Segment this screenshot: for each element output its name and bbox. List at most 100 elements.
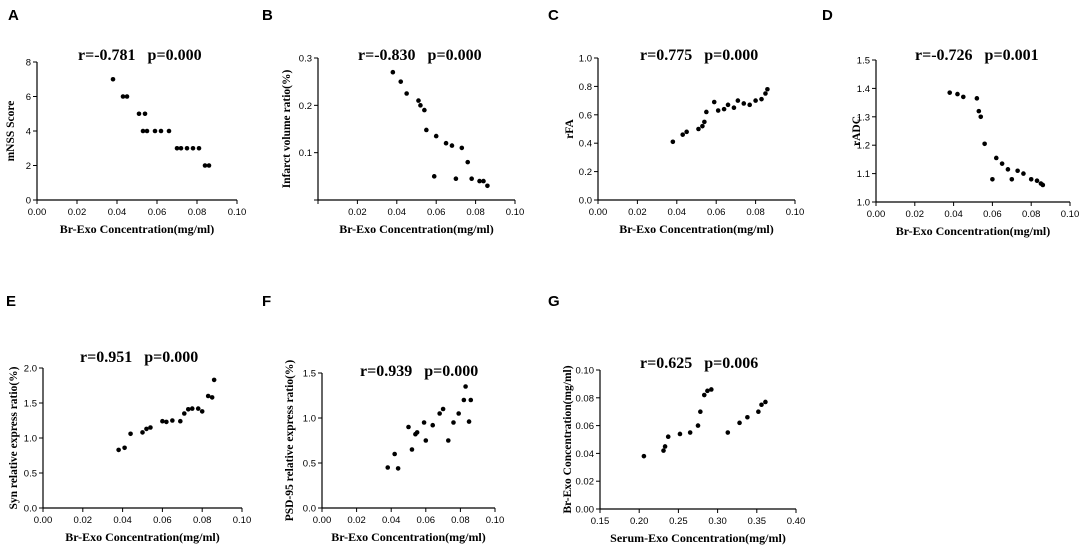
data-point — [725, 102, 731, 108]
data-point — [661, 448, 666, 453]
data-point — [961, 94, 966, 100]
chart-panel-d: D 0.00 0.02 0.04 0.06 0.08 0.10 1.0 1.1 1.2 1.3 1.4… — [822, 7, 1079, 238]
data-point — [725, 430, 731, 435]
y-axis-label: rADC — [851, 116, 863, 146]
y-tick-label: 0.0 — [579, 196, 592, 207]
x-tick-label: 0.10 — [486, 515, 505, 526]
data-point — [430, 422, 436, 428]
data-point — [463, 384, 468, 389]
data-point — [196, 145, 202, 151]
panel-label: A — [8, 7, 19, 24]
data-point — [418, 103, 423, 108]
y-tick-label: 0.06 — [576, 421, 595, 432]
y-axis-label: Infarct volume ratio(%) — [281, 70, 293, 189]
data-point — [431, 174, 437, 179]
data-point — [756, 409, 761, 415]
stat-annotation: r=-0.830 p=0.000 — [358, 47, 482, 64]
data-point — [128, 431, 133, 437]
data-point — [704, 109, 709, 115]
x-tick-label: 0.02 — [347, 515, 366, 526]
x-tick-label: 0.08 — [466, 207, 485, 218]
data-point — [731, 105, 737, 110]
data-point — [423, 438, 429, 443]
x-tick-label: 0.10 — [506, 207, 525, 218]
y-tick-label: 8 — [26, 58, 31, 69]
data-point — [158, 128, 164, 134]
data-point — [209, 395, 215, 400]
data-point — [404, 91, 409, 96]
data-point — [142, 111, 148, 117]
data-point — [461, 397, 467, 403]
x-tick-label: 0.10 — [1061, 209, 1080, 220]
stat-annotation: r=0.625 p=0.006 — [640, 355, 758, 372]
data-point — [745, 414, 750, 420]
y-tick-label: 1.5 — [24, 399, 37, 410]
y-axis-label: PSD-95 relative express ratio(%) — [284, 360, 296, 522]
y-tick-label: 0.0 — [24, 504, 37, 515]
x-tick-label: 0.02 — [348, 207, 367, 218]
data-point — [466, 419, 472, 424]
data-point — [753, 98, 758, 103]
y-tick-label: 0.8 — [579, 82, 592, 93]
y-tick-label: 0.10 — [576, 366, 595, 377]
data-point — [978, 114, 984, 120]
x-tick-label: 0.10 — [233, 515, 252, 526]
x-tick-label: 0.06 — [707, 207, 726, 218]
data-point — [144, 128, 150, 134]
data-point — [178, 418, 183, 424]
data-point — [747, 102, 752, 108]
data-point — [990, 176, 995, 182]
data-point — [1015, 168, 1020, 174]
data-point — [465, 159, 471, 165]
data-point — [1040, 182, 1046, 188]
y-tick-label: 1.4 — [857, 84, 870, 95]
data-point — [759, 402, 764, 408]
y-tick-label: 0.3 — [299, 54, 312, 65]
stat-annotation: r=-0.781 p=0.000 — [78, 47, 202, 64]
x-tick-label: 0.02 — [68, 207, 87, 218]
y-tick-label: 1.0 — [303, 414, 316, 425]
chart-panel-c: C 0.00 0.02 0.04 0.06 0.08 0.10 0.0 0.2 0.4 0.6 0.8… — [548, 7, 804, 236]
data-point — [976, 108, 982, 114]
y-tick-label: 1.0 — [857, 198, 870, 209]
data-point — [999, 161, 1005, 166]
y-axis-label: Syn relative express ratio(%) — [8, 366, 20, 509]
data-point — [440, 406, 446, 412]
x-tick-label: 0.02 — [74, 515, 93, 526]
data-point — [459, 145, 465, 151]
data-point — [735, 98, 741, 103]
y-tick-label: 0.4 — [579, 139, 592, 150]
data-point — [140, 430, 145, 435]
x-tick-label: 0.08 — [451, 515, 470, 526]
data-point — [1009, 176, 1015, 182]
x-tick-label: 0.08 — [1022, 209, 1041, 220]
stat-annotation: r=0.951 p=0.000 — [80, 349, 198, 366]
data-point — [641, 453, 647, 459]
y-tick-label: 0.1 — [299, 148, 312, 159]
x-tick-label: 0.04 — [382, 515, 401, 526]
data-point — [164, 419, 169, 425]
data-point — [982, 141, 987, 147]
data-point — [390, 69, 396, 75]
data-point — [205, 393, 211, 399]
data-point — [136, 111, 142, 117]
data-point — [174, 145, 180, 151]
data-point — [398, 79, 404, 84]
data-point — [140, 128, 146, 134]
data-point — [765, 86, 770, 92]
y-tick-label: 0.04 — [576, 449, 595, 460]
data-point — [485, 183, 490, 189]
y-tick-label: 6 — [26, 92, 31, 103]
data-point — [385, 465, 391, 470]
data-point — [445, 438, 451, 443]
y-tick-label: 1.1 — [857, 169, 870, 180]
y-tick-label: 1.5 — [857, 56, 870, 67]
chart-panel-e: E 0.00 0.02 0.04 0.06 0.08 0.10 0.0 0.5 1.0 1.5 2.0… — [6, 293, 251, 544]
x-axis-label: Br-Exo Concentration(mg/ml) — [619, 222, 774, 236]
data-point — [721, 106, 727, 112]
data-point — [185, 407, 191, 412]
y-tick-label: 0.5 — [303, 459, 316, 470]
panel-label: F — [262, 293, 271, 310]
x-tick-label: 0.04 — [668, 207, 687, 218]
data-point — [670, 139, 676, 145]
